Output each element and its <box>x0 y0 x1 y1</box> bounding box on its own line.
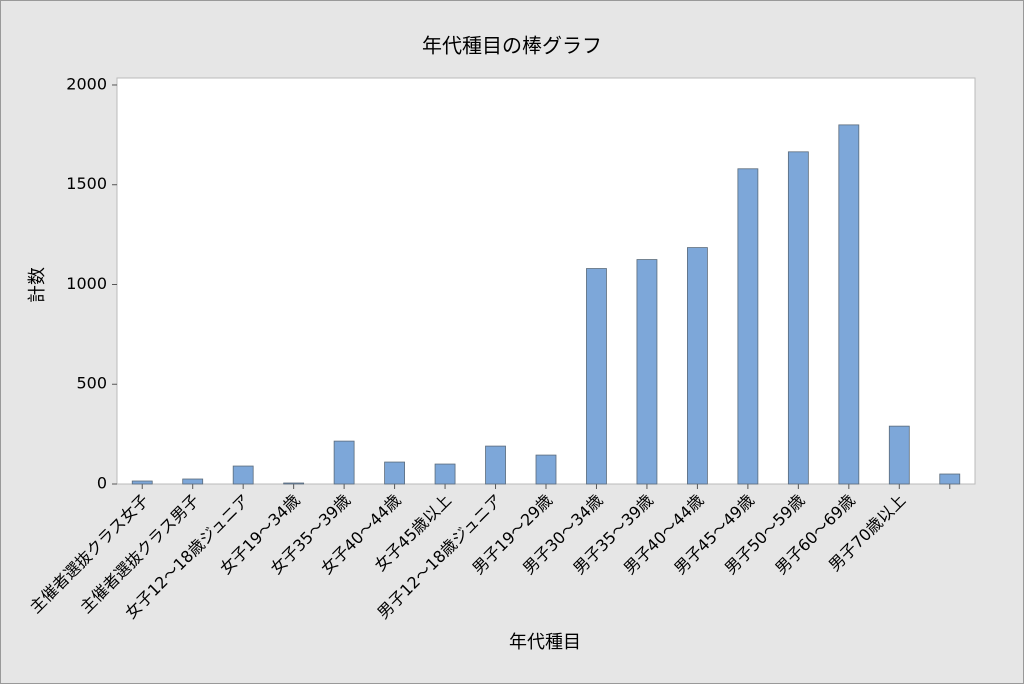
bar <box>232 465 254 485</box>
y-tick-label: 500 <box>76 374 107 393</box>
bar <box>838 124 860 485</box>
plot-area <box>116 77 976 485</box>
bar <box>182 478 204 485</box>
bar <box>888 425 910 485</box>
bar <box>434 463 456 485</box>
bar <box>787 151 809 485</box>
bar <box>636 259 658 485</box>
y-tick-label: 2000 <box>66 74 107 93</box>
bar <box>939 473 961 485</box>
y-tick-label: 0 <box>97 474 107 493</box>
bar <box>586 268 607 485</box>
y-tick-label: 1000 <box>66 274 107 293</box>
bar <box>687 247 708 485</box>
y-axis-label: 計数 <box>27 267 48 303</box>
y-tick-label: 1500 <box>66 174 107 193</box>
bar <box>737 168 759 485</box>
bar <box>485 445 506 485</box>
x-axis-label: 年代種目 <box>509 632 581 653</box>
bar <box>283 482 305 485</box>
bar <box>384 461 405 485</box>
bar <box>333 440 355 485</box>
bar <box>131 480 153 485</box>
chart-title: 年代種目の棒グラフ <box>422 34 602 58</box>
bar <box>535 454 557 485</box>
